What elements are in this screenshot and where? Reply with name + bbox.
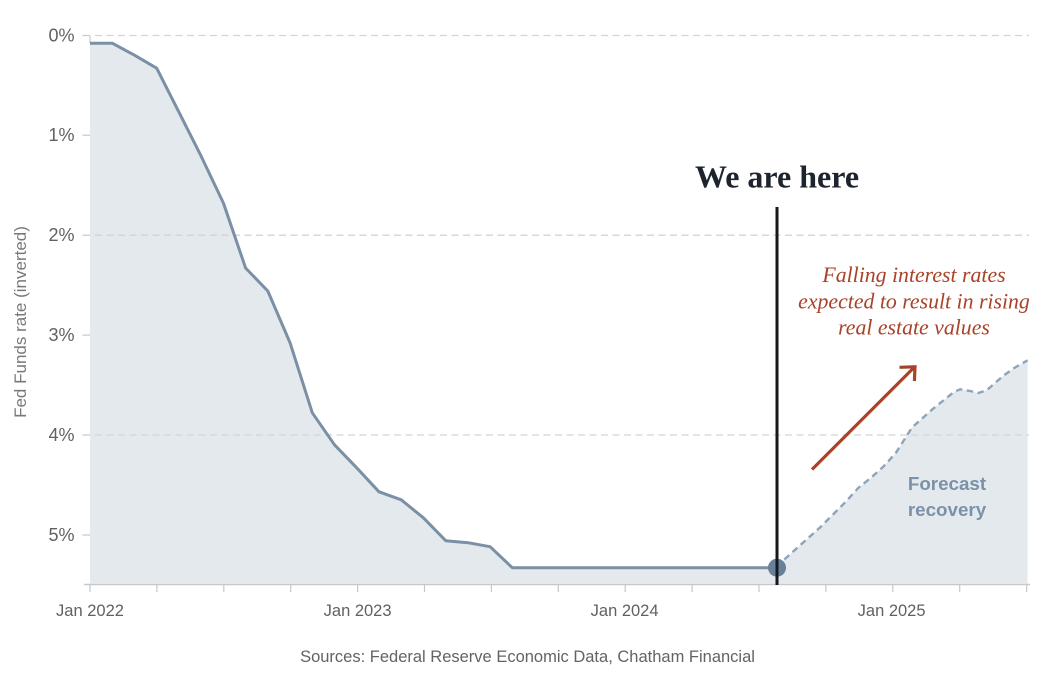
svg-text:3%: 3% [48, 325, 74, 345]
svg-text:expected to result in rising: expected to result in rising [798, 290, 1030, 314]
svg-text:Jan 2025: Jan 2025 [858, 602, 926, 620]
svg-text:2%: 2% [48, 225, 74, 245]
svg-text:recovery: recovery [908, 499, 987, 520]
svg-text:Jan 2022: Jan 2022 [56, 602, 124, 620]
svg-text:4%: 4% [48, 425, 74, 445]
svg-text:Jan 2024: Jan 2024 [591, 602, 659, 620]
svg-text:Forecast: Forecast [908, 473, 987, 494]
svg-text:Falling interest rates: Falling interest rates [821, 263, 1005, 287]
svg-text:Sources: Federal Reserve Econo: Sources: Federal Reserve Economic Data, … [300, 648, 755, 666]
svg-text:We are here: We are here [695, 159, 859, 195]
svg-text:real estate values: real estate values [838, 316, 990, 340]
svg-text:5%: 5% [48, 525, 74, 545]
svg-text:1%: 1% [48, 125, 74, 145]
svg-text:Jan 2023: Jan 2023 [324, 602, 392, 620]
svg-text:0%: 0% [48, 26, 74, 46]
svg-text:Fed Funds rate (inverted): Fed Funds rate (inverted) [11, 226, 30, 418]
